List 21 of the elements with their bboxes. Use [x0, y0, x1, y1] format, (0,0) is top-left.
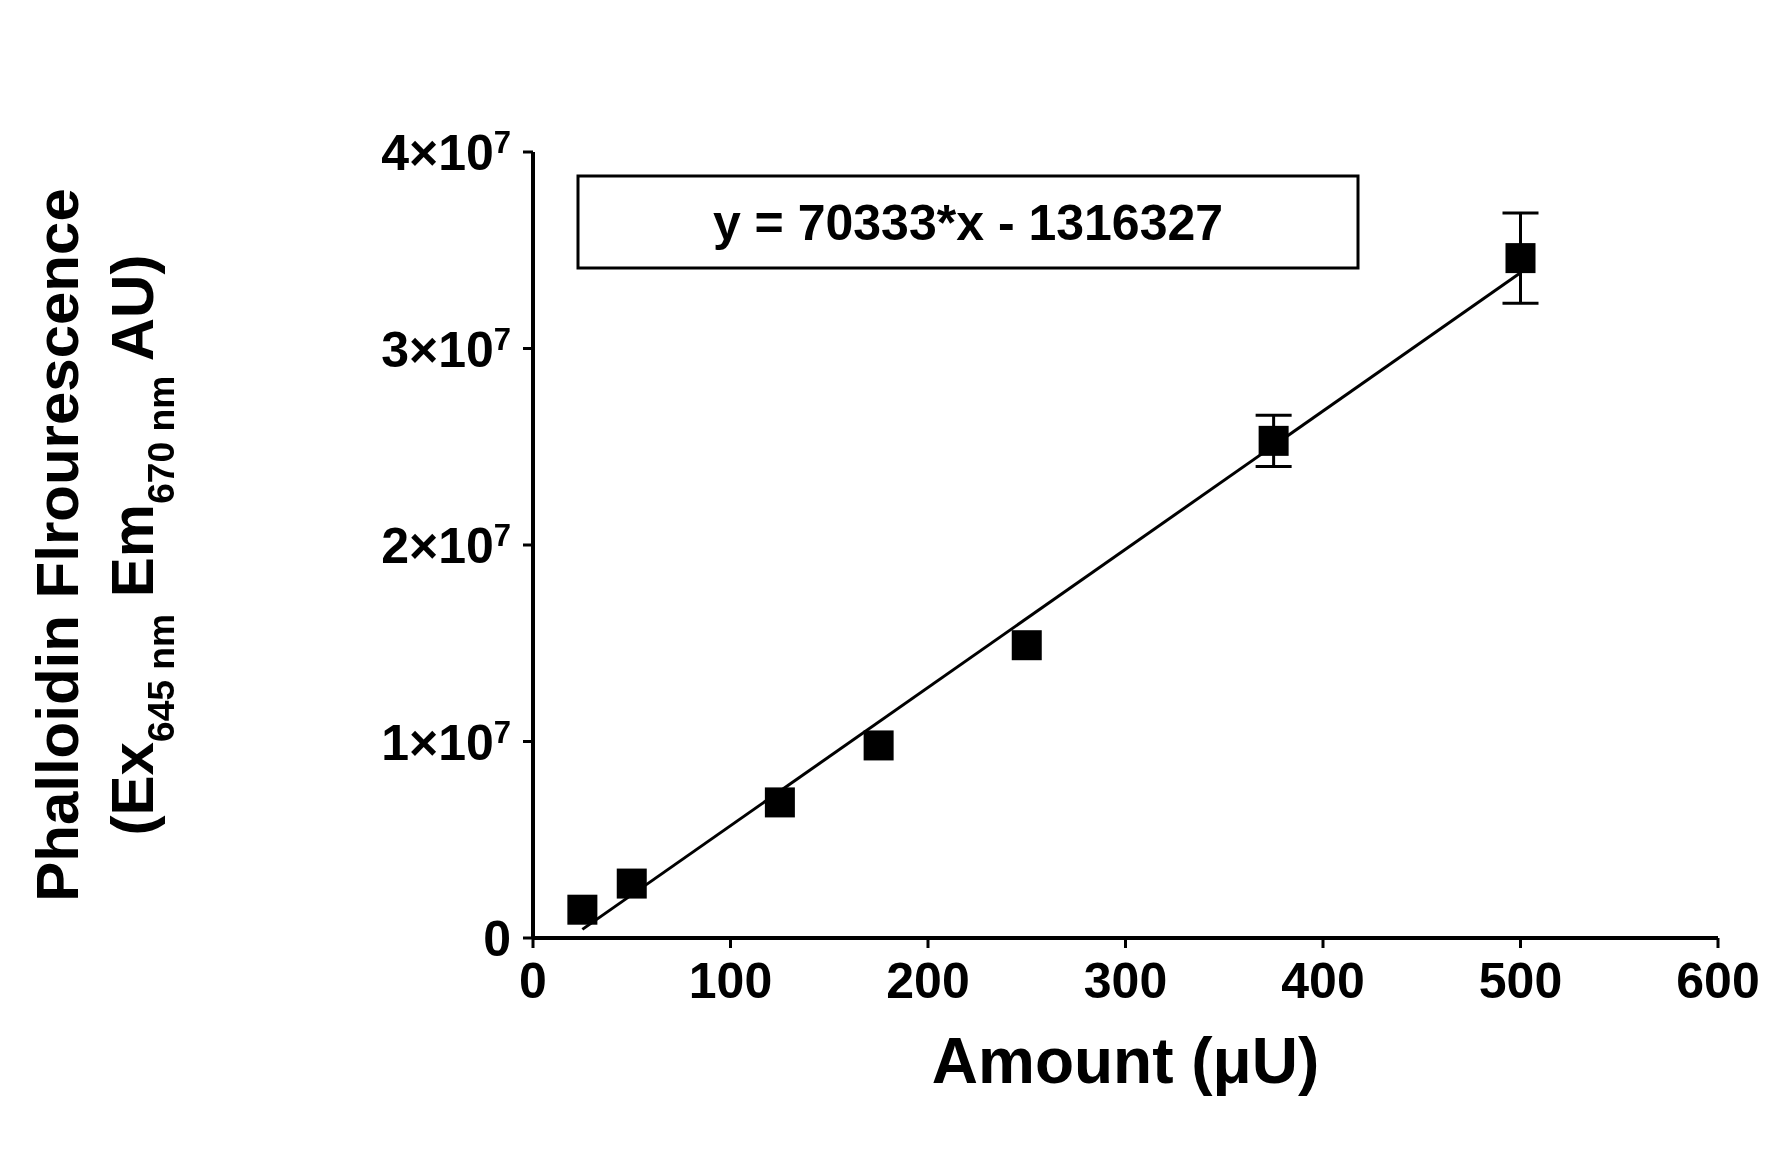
point: [1258, 425, 1289, 456]
y-tick-label: 4×10$^{7}$: [381, 124, 511, 181]
x-tick-label: 600: [1676, 953, 1760, 1009]
x-tick-label: 300: [1083, 953, 1168, 1009]
point: [567, 894, 598, 925]
y-tick-label: 3×10$^{7}$: [381, 321, 511, 378]
point: [1505, 243, 1536, 274]
point: [1011, 630, 1042, 661]
x-tick-label: 500: [1478, 953, 1563, 1009]
x-tick-label: 200: [886, 953, 970, 1009]
x-axis-title: Amount (μU): [931, 1025, 1320, 1097]
point: [616, 868, 647, 899]
annotation: y = 70333*x - 1316327: [712, 195, 1224, 251]
y-tick-label: 0: [483, 911, 511, 967]
y-tick-label: 2×10$^{7}$: [381, 517, 511, 574]
y-tick-label: 1×10$^{7}$: [381, 714, 511, 771]
point: [863, 730, 894, 761]
x-tick-label: 100: [688, 953, 773, 1009]
x-tick-label: 0: [519, 953, 547, 1009]
x-tick-label: 400: [1281, 953, 1365, 1009]
point: [764, 787, 795, 818]
